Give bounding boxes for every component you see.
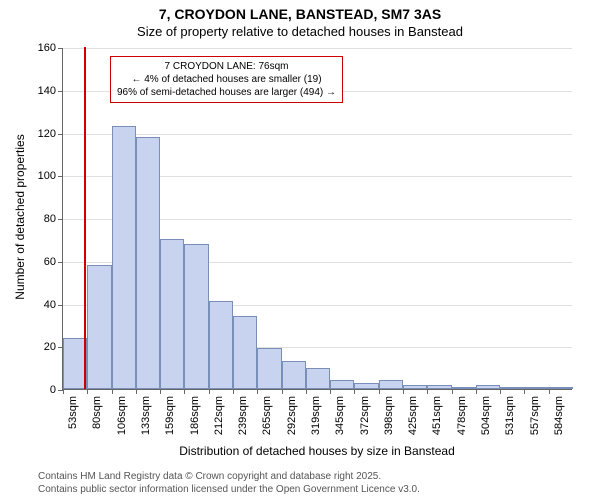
marker-line <box>84 47 86 389</box>
x-tick-label: 133sqm <box>140 396 152 446</box>
y-tick-label: 0 <box>26 384 56 396</box>
x-tick-mark <box>63 389 64 394</box>
x-tick-mark <box>136 389 137 394</box>
chart-container: 7, CROYDON LANE, BANSTEAD, SM7 3AS Size … <box>0 0 600 500</box>
x-tick-label: 584sqm <box>553 396 565 446</box>
x-tick-label: 292sqm <box>286 396 298 446</box>
x-tick-mark <box>233 389 234 394</box>
x-tick-label: 186sqm <box>189 396 201 446</box>
histogram-bar <box>306 368 330 389</box>
x-tick-mark <box>330 389 331 394</box>
y-tick-mark <box>58 48 63 49</box>
histogram-bar <box>136 137 160 389</box>
x-tick-label: 372sqm <box>359 396 371 446</box>
histogram-bar <box>330 380 354 389</box>
chart-title-main: 7, CROYDON LANE, BANSTEAD, SM7 3AS <box>0 0 600 22</box>
chart-plot-area: 7 CROYDON LANE: 76sqm ← 4% of detached h… <box>62 48 572 390</box>
annotation-line1: 7 CROYDON LANE: 76sqm <box>117 60 336 73</box>
histogram-bar <box>379 380 403 389</box>
x-tick-mark <box>184 389 185 394</box>
footer-line1: Contains HM Land Registry data © Crown c… <box>38 470 420 483</box>
histogram-bar <box>452 387 476 389</box>
histogram-bar <box>87 265 111 389</box>
histogram-bar <box>500 387 524 389</box>
x-tick-label: 265sqm <box>261 396 273 446</box>
histogram-bar <box>524 387 548 389</box>
y-tick-label: 60 <box>26 256 56 268</box>
x-axis-label: Distribution of detached houses by size … <box>62 444 572 458</box>
y-tick-label: 80 <box>26 213 56 225</box>
annotation-line3: 96% of semi-detached houses are larger (… <box>117 86 336 99</box>
x-tick-label: 531sqm <box>504 396 516 446</box>
x-tick-mark <box>452 389 453 394</box>
x-tick-mark <box>87 389 88 394</box>
histogram-bar <box>476 385 500 389</box>
y-tick-label: 160 <box>26 42 56 54</box>
grid-line <box>63 134 572 135</box>
x-tick-mark <box>209 389 210 394</box>
y-tick-label: 100 <box>26 170 56 182</box>
histogram-bar <box>549 387 573 389</box>
x-tick-label: 478sqm <box>456 396 468 446</box>
x-tick-mark <box>549 389 550 394</box>
x-tick-mark <box>282 389 283 394</box>
x-tick-label: 319sqm <box>310 396 322 446</box>
x-tick-mark <box>160 389 161 394</box>
chart-title-sub: Size of property relative to detached ho… <box>0 22 600 39</box>
x-tick-label: 398sqm <box>383 396 395 446</box>
histogram-bar <box>403 385 427 389</box>
y-tick-label: 120 <box>26 128 56 140</box>
x-tick-label: 53sqm <box>67 396 79 446</box>
x-tick-label: 239sqm <box>237 396 249 446</box>
x-tick-label: 557sqm <box>529 396 541 446</box>
y-tick-label: 20 <box>26 341 56 353</box>
grid-line <box>63 48 572 49</box>
histogram-bar <box>160 239 184 389</box>
x-tick-label: 425sqm <box>407 396 419 446</box>
x-tick-mark <box>476 389 477 394</box>
x-tick-mark <box>306 389 307 394</box>
x-tick-mark <box>112 389 113 394</box>
x-tick-mark <box>403 389 404 394</box>
x-tick-label: 504sqm <box>480 396 492 446</box>
histogram-bar <box>354 383 378 389</box>
x-tick-label: 212sqm <box>213 396 225 446</box>
footer-attribution: Contains HM Land Registry data © Crown c… <box>38 470 420 496</box>
histogram-bar <box>233 316 257 389</box>
footer-line2: Contains public sector information licen… <box>38 483 420 496</box>
x-tick-mark <box>500 389 501 394</box>
y-tick-mark <box>58 176 63 177</box>
annotation-box: 7 CROYDON LANE: 76sqm ← 4% of detached h… <box>110 56 343 103</box>
y-tick-mark <box>58 219 63 220</box>
x-tick-mark <box>354 389 355 394</box>
histogram-bar <box>112 126 136 389</box>
y-tick-mark <box>58 262 63 263</box>
histogram-bar <box>209 301 233 389</box>
y-axis-label: Number of detached properties <box>13 127 27 307</box>
y-tick-label: 40 <box>26 299 56 311</box>
histogram-bar <box>427 385 451 389</box>
y-tick-mark <box>58 305 63 306</box>
x-tick-label: 451sqm <box>431 396 443 446</box>
histogram-bar <box>257 348 281 389</box>
x-tick-mark <box>379 389 380 394</box>
annotation-line2: ← 4% of detached houses are smaller (19) <box>117 73 336 86</box>
histogram-bar <box>282 361 306 389</box>
y-tick-label: 140 <box>26 85 56 97</box>
x-tick-label: 106sqm <box>116 396 128 446</box>
x-tick-mark <box>427 389 428 394</box>
x-tick-label: 159sqm <box>164 396 176 446</box>
y-tick-mark <box>58 91 63 92</box>
x-tick-label: 80sqm <box>91 396 103 446</box>
x-tick-label: 345sqm <box>334 396 346 446</box>
y-tick-mark <box>58 134 63 135</box>
x-tick-mark <box>524 389 525 394</box>
histogram-bar <box>184 244 208 389</box>
x-tick-mark <box>257 389 258 394</box>
